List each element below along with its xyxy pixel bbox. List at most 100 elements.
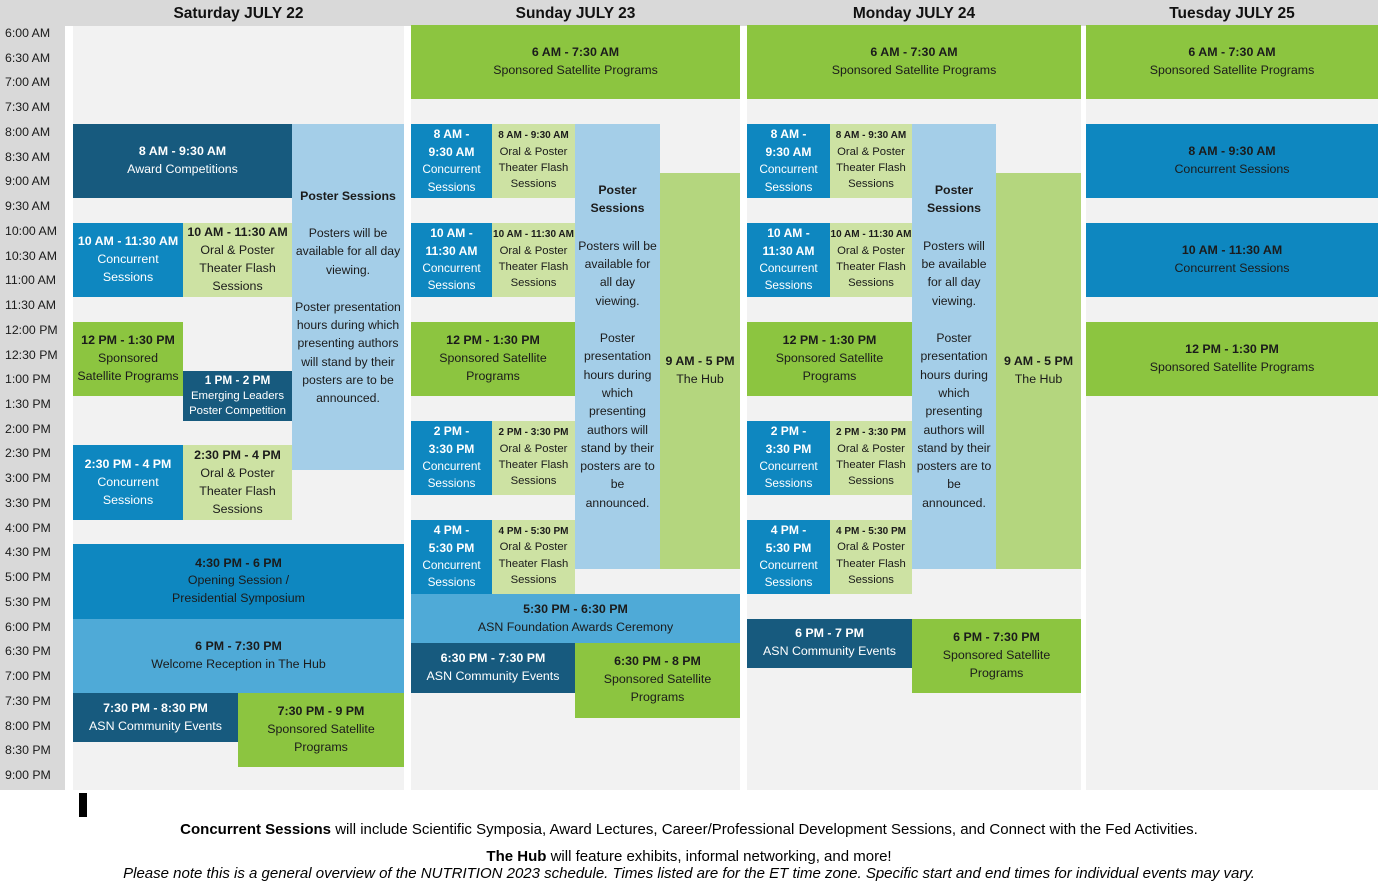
monday-sponsored-satellite-evening: 6 PM - 7:30 PM Sponsored Satellite Progra… <box>912 618 1081 693</box>
day-header-monday: Monday JULY 24 <box>852 5 976 22</box>
saturday-asn-community-events-time: 7:30 PM - 8:30 PM <box>103 700 208 715</box>
saturday-asn-community-events-title: ASN Community Events <box>89 718 222 733</box>
saturday-emerging-leaders-poster-competition-title: Emerging Leaders Poster Competition <box>189 389 286 417</box>
monday-poster-sessions-paragraph-2: Poster presentation hours during which p… <box>916 331 992 510</box>
saturday-sponsored-satellite-noon: 12 PM - 1:30 PM Sponsored Satellite Progr… <box>73 321 183 396</box>
sunday-the-hub-title: The Hub <box>676 372 724 387</box>
sunday-sponsored-satellite-evening-time: 6:30 PM - 8 PM <box>614 654 701 669</box>
sunday-sponsored-satellite-early: 6 AM - 7:30 AM Sponsored Satellite Progra… <box>411 25 740 100</box>
footer-concurrent-sessions-bold: Concurrent Sessions <box>180 821 332 838</box>
time-label-12-00-pm: 12:00 PM <box>5 322 58 337</box>
saturday-sponsored-satellite-evening-time: 7:30 PM - 9 PM <box>277 703 365 718</box>
time-label-7-30-am: 7:30 AM <box>5 100 51 115</box>
monday-poster-sessions-heading: Poster Sessions <box>927 183 981 216</box>
sunday-asn-community-events-title: ASN Community Events <box>426 669 560 684</box>
sunday-concurrent-sessions-4pm: 4 PM - 5:30 PM Concurrent Sessions <box>411 519 492 594</box>
sunday-oral-poster-theater-flash-2pm-time: 2 PM - 3:30 PM <box>498 427 569 438</box>
tuesday-concurrent-sessions-8am-title: Concurrent Sessions <box>1174 162 1290 177</box>
monday-sponsored-satellite-early-time: 6 AM - 7:30 AM <box>870 45 958 60</box>
monday-oral-poster-theater-flash-2pm: 2 PM - 3:30 PM Oral & Poster Theater Flas… <box>830 420 912 495</box>
monday-oral-poster-theater-flash-8am-title: Oral & Poster Theater Flash Sessions <box>836 145 906 191</box>
tuesday-concurrent-sessions-10am-title: Concurrent Sessions <box>1174 260 1290 275</box>
monday-concurrent-sessions-10am-time: 10 AM - 11:30 AM <box>762 226 815 258</box>
cursor-marker <box>79 793 87 817</box>
sunday-concurrent-sessions-10am-time: 10 AM - 11:30 AM <box>425 226 478 258</box>
time-label-6-30-pm: 6:30 PM <box>5 644 51 659</box>
sunday-poster-sessions-paragraph-1: Posters will be available for all day vi… <box>578 238 657 308</box>
monday-concurrent-sessions-2pm-time: 2 PM - 3:30 PM <box>765 424 812 456</box>
saturday-sponsored-satellite-evening-title: Sponsored Satellite Programs <box>267 721 375 754</box>
tuesday-concurrent-sessions-8am-time: 8 AM - 9:30 AM <box>1188 144 1276 159</box>
sunday-concurrent-sessions-4pm-time: 4 PM - 5:30 PM <box>428 523 475 555</box>
monday-concurrent-sessions-10am-title: Concurrent Sessions <box>759 261 818 293</box>
time-label-5-30-pm: 5:30 PM <box>5 594 51 609</box>
time-label-10-30-am: 10:30 AM <box>5 248 57 263</box>
sunday-asn-community-events: 6:30 PM - 7:30 PM ASN Community Events <box>411 643 575 693</box>
time-label-8-30-am: 8:30 AM <box>5 149 51 164</box>
sunday-oral-poster-theater-flash-8am-title: Oral & Poster Theater Flash Sessions <box>498 145 569 191</box>
footer-note-the-hub: The Hub will feature exhibits, informal … <box>0 848 1378 865</box>
saturday-sponsored-satellite-evening: 7:30 PM - 9 PM Sponsored Satellite Progra… <box>238 692 404 767</box>
tuesday-concurrent-sessions-8am: 8 AM - 9:30 AM Concurrent Sessions <box>1086 123 1378 199</box>
monday-concurrent-sessions-4pm: 4 PM - 5:30 PM Concurrent Sessions <box>747 519 830 594</box>
saturday-oral-poster-theater-flash-230pm-time: 2:30 PM - 4 PM <box>194 447 281 462</box>
saturday-opening-session-presidential-symposium-time: 4:30 PM - 6 PM <box>195 555 282 570</box>
day-header-tuesday: Tuesday JULY 25 <box>1169 5 1295 22</box>
saturday-sponsored-satellite-noon-time: 12 PM - 1:30 PM <box>81 332 175 347</box>
tuesday-sponsored-satellite-early-title: Sponsored Satellite Programs <box>1149 63 1315 78</box>
saturday-poster-sessions: Poster Sessions Posters will be available… <box>292 123 404 471</box>
time-label-11-30-am: 11:30 AM <box>5 298 57 313</box>
footer-note-disclaimer: Please note this is a general overview o… <box>123 865 1255 882</box>
monday-concurrent-sessions-2pm: 2 PM - 3:30 PM Concurrent Sessions <box>747 420 830 495</box>
sunday-oral-poster-theater-flash-2pm: 2 PM - 3:30 PM Oral & Poster Theater Flas… <box>492 420 575 495</box>
saturday-award-competitions: 8 AM - 9:30 AM Award Competitions <box>73 123 292 199</box>
saturday-award-competitions-time: 8 AM - 9:30 AM <box>138 144 227 159</box>
monday-sponsored-satellite-evening-title: Sponsored Satellite Programs <box>942 647 1051 680</box>
saturday-oral-poster-theater-flash-230pm-title: Oral & Poster Theater Flash Sessions <box>199 465 276 516</box>
monday-asn-community-events: 6 PM - 7 PM ASN Community Events <box>747 618 912 669</box>
sunday-oral-poster-theater-flash-10am-title: Oral & Poster Theater Flash Sessions <box>498 244 569 290</box>
sunday-poster-sessions: Poster Sessions Posters will be available… <box>575 123 660 570</box>
tuesday-concurrent-sessions-10am: 10 AM - 11:30 AM Concurrent Sessions <box>1086 222 1378 298</box>
saturday-concurrent-sessions-230pm-time: 2:30 PM - 4 PM <box>84 456 172 471</box>
sunday-concurrent-sessions-2pm-title: Concurrent Sessions <box>422 459 481 491</box>
saturday-oral-poster-theater-flash-10am-title: Oral & Poster Theater Flash Sessions <box>199 242 276 293</box>
sunday-concurrent-sessions-2pm: 2 PM - 3:30 PM Concurrent Sessions <box>411 420 492 495</box>
saturday-welcome-reception-time: 6 PM - 7:30 PM <box>195 638 282 653</box>
saturday-opening-session-presidential-symposium: 4:30 PM - 6 PM Opening Session / Presiden… <box>73 544 404 619</box>
sunday-concurrent-sessions-4pm-title: Concurrent Sessions <box>422 558 481 590</box>
sunday-oral-poster-theater-flash-10am-time: 10 AM - 11:30 AM <box>493 229 574 241</box>
monday-concurrent-sessions-8am-title: Concurrent Sessions <box>759 162 818 194</box>
monday-sponsored-satellite-noon-time: 12 PM - 1:30 PM <box>782 332 877 347</box>
time-label-8-30-pm: 8:30 PM <box>5 743 51 758</box>
saturday-emerging-leaders-poster-competition: 1 PM - 2 PM Emerging Leaders Poster Compe… <box>183 371 292 421</box>
sunday-poster-sessions-heading: Poster Sessions <box>590 183 645 216</box>
time-label-1-30-pm: 1:30 PM <box>5 396 51 411</box>
time-label-7-00-am: 7:00 AM <box>5 75 51 90</box>
sunday-sponsored-satellite-evening: 6:30 PM - 8 PM Sponsored Satellite Progra… <box>575 643 740 718</box>
monday-sponsored-satellite-evening-time: 6 PM - 7:30 PM <box>953 629 1040 644</box>
sunday-sponsored-satellite-noon: 12 PM - 1:30 PM Sponsored Satellite Progr… <box>411 321 575 396</box>
tuesday-concurrent-sessions-10am-time: 10 AM - 11:30 AM <box>1181 242 1283 257</box>
day-header-sunday: Sunday JULY 23 <box>515 5 636 22</box>
time-label-11-00-am: 11:00 AM <box>5 273 57 288</box>
time-gutter <box>0 26 65 790</box>
time-label-2-00-pm: 2:00 PM <box>5 421 51 436</box>
saturday-poster-sessions-paragraph-2: Poster presentation hours during which p… <box>295 299 401 406</box>
sunday-sponsored-satellite-noon-time: 12 PM - 1:30 PM <box>446 332 540 347</box>
sunday-poster-sessions-paragraph-2: Poster presentation hours during which p… <box>580 331 655 510</box>
footer-note-concurrent-sessions: Concurrent Sessions will include Scienti… <box>0 821 1378 838</box>
header-band <box>0 0 1378 26</box>
tuesday-sponsored-satellite-early-time: 6 AM - 7:30 AM <box>1188 45 1276 60</box>
monday-the-hub-time: 9 AM - 5 PM <box>1003 354 1074 369</box>
saturday-concurrent-sessions-230pm: 2:30 PM - 4 PM Concurrent Sessions <box>73 445 183 520</box>
time-label-12-30-pm: 12:30 PM <box>5 347 58 362</box>
monday-asn-community-events-title: ASN Community Events <box>763 644 896 659</box>
saturday-oral-poster-theater-flash-230pm: 2:30 PM - 4 PM Oral & Poster Theater Flas… <box>183 445 292 520</box>
sunday-sponsored-satellite-early-time: 6 AM - 7:30 AM <box>531 45 620 60</box>
time-label-8-00-pm: 8:00 PM <box>5 718 51 733</box>
monday-oral-poster-theater-flash-2pm-time: 2 PM - 3:30 PM <box>835 427 907 438</box>
sunday-oral-poster-theater-flash-4pm-time: 4 PM - 5:30 PM <box>498 525 569 537</box>
sunday-asn-community-events-time: 6:30 PM - 7:30 PM <box>440 651 546 666</box>
